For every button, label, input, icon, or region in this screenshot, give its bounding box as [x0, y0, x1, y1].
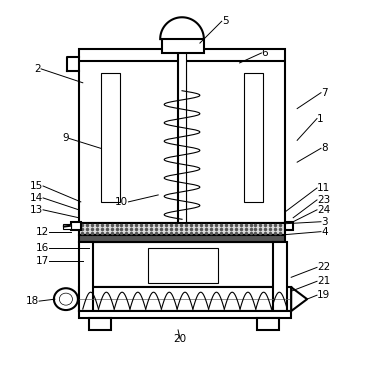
Text: 6: 6	[262, 48, 268, 58]
Bar	[79, 234, 285, 242]
Polygon shape	[291, 287, 307, 311]
Text: 2: 2	[35, 64, 41, 74]
Text: 8: 8	[321, 143, 328, 153]
Bar	[162, 39, 204, 53]
Text: 9: 9	[62, 133, 69, 143]
Bar	[79, 287, 291, 311]
Text: 5: 5	[222, 16, 229, 26]
Bar	[79, 223, 285, 234]
Bar	[71, 222, 81, 230]
Text: 12: 12	[36, 227, 49, 237]
Text: 11: 11	[317, 183, 330, 193]
Text: 21: 21	[317, 276, 330, 286]
Text: 19: 19	[317, 290, 330, 300]
Bar	[285, 222, 293, 230]
Bar	[257, 318, 279, 330]
Text: 13: 13	[30, 205, 43, 215]
Ellipse shape	[59, 293, 72, 305]
Bar	[89, 318, 111, 330]
Bar	[178, 53, 186, 223]
Bar	[79, 49, 285, 223]
Bar	[244, 73, 263, 202]
Text: 24: 24	[317, 205, 330, 215]
Text: 3: 3	[321, 217, 328, 227]
Text: 22: 22	[317, 262, 330, 272]
Bar	[273, 242, 287, 311]
Text: 20: 20	[174, 334, 187, 344]
Text: 17: 17	[36, 256, 49, 266]
Ellipse shape	[54, 288, 78, 310]
Bar	[79, 242, 93, 311]
Bar	[79, 311, 291, 318]
Bar	[89, 242, 285, 287]
Text: 16: 16	[36, 243, 49, 253]
Bar	[148, 247, 218, 283]
Text: 1: 1	[317, 114, 324, 124]
Bar	[101, 73, 121, 202]
Text: 15: 15	[30, 181, 43, 191]
Text: 4: 4	[321, 227, 328, 237]
Text: 14: 14	[30, 193, 43, 203]
Text: 7: 7	[321, 88, 328, 98]
Bar	[63, 224, 71, 229]
Text: 10: 10	[115, 197, 128, 207]
Text: 23: 23	[317, 195, 330, 205]
Text: 18: 18	[26, 296, 39, 306]
